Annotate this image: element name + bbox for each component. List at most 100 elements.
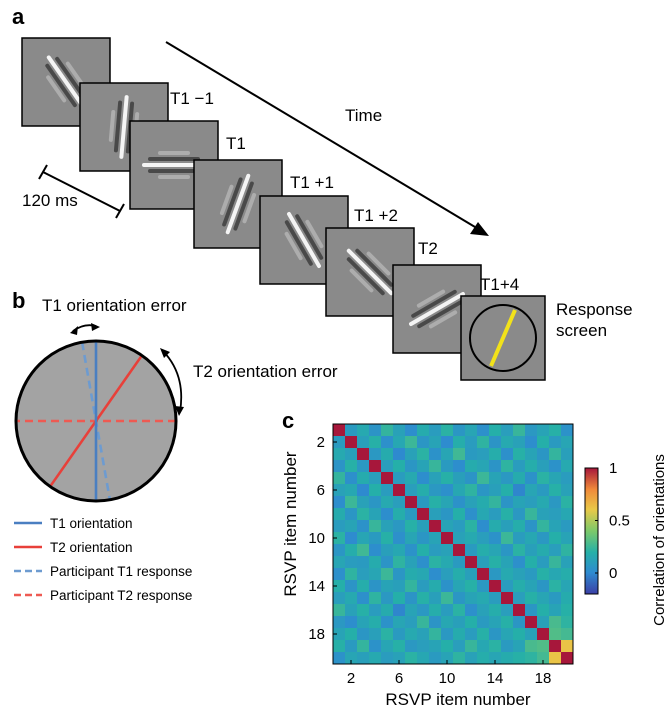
- heatmap-cell: [405, 652, 418, 665]
- y-tick-label: 10: [308, 530, 325, 547]
- heatmap-cell: [441, 484, 454, 497]
- heatmap-cell: [549, 460, 562, 473]
- heatmap-cell: [477, 544, 490, 557]
- heatmap-cell: [333, 592, 346, 605]
- frame-label-t1: T1: [226, 134, 246, 153]
- t1-error-arrowhead-left: [70, 326, 78, 335]
- heatmap-cell: [369, 580, 382, 593]
- heatmap-cell: [489, 520, 502, 533]
- heatmap-cell: [513, 472, 526, 485]
- heatmap-cell: [393, 424, 406, 437]
- response-label: Response: [556, 300, 633, 319]
- heatmap-cell: [525, 580, 538, 593]
- heatmap-cell: [381, 592, 394, 605]
- heatmap-cell: [333, 520, 346, 533]
- heatmap-cell: [441, 436, 454, 449]
- heatmap-cell: [465, 532, 478, 545]
- heatmap-cell: [345, 568, 358, 581]
- heatmap-cell: [537, 640, 550, 653]
- heatmap-cell: [561, 568, 574, 581]
- heatmap-cell: [477, 496, 490, 509]
- heatmap-cell: [417, 544, 430, 557]
- heatmap-cell: [441, 424, 454, 437]
- heatmap-cell: [369, 472, 382, 485]
- heatmap-cell: [549, 544, 562, 557]
- heatmap-cell: [441, 496, 454, 509]
- heatmap-cell: [405, 640, 418, 653]
- y-tick-label: 18: [308, 626, 325, 643]
- heatmap-cell: [477, 508, 490, 521]
- heatmap-cell: [549, 484, 562, 497]
- heatmap-cell: [489, 484, 502, 497]
- heatmap-cell: [549, 556, 562, 569]
- disc-outline: [14, 339, 178, 503]
- heatmap-cell: [489, 472, 502, 485]
- duration-bracket: [42, 171, 121, 212]
- heatmap-cell: [501, 472, 514, 485]
- heatmap-cell: [429, 592, 442, 605]
- heatmap-cell: [381, 640, 394, 653]
- heatmap-cell: [525, 484, 538, 497]
- heatmap-cell: [525, 436, 538, 449]
- heatmap-cell: [417, 640, 430, 653]
- heatmap-cell: [489, 616, 502, 629]
- heatmap-cell: [333, 424, 346, 437]
- heatmap-cell: [537, 424, 550, 437]
- heatmap-cell: [537, 472, 550, 485]
- heatmap-cell: [537, 544, 550, 557]
- heatmap-cell: [381, 448, 394, 461]
- heatmap-cell: [453, 556, 466, 569]
- heatmap-cell: [393, 604, 406, 617]
- heatmap-cell: [465, 460, 478, 473]
- heatmap-cell: [525, 508, 538, 521]
- heatmap-cell: [525, 532, 538, 545]
- heatmap-cell: [441, 640, 454, 653]
- heatmap-cell: [489, 580, 502, 593]
- heatmap-cell: [369, 496, 382, 509]
- heatmap-cell: [405, 472, 418, 485]
- heatmap-cell: [501, 436, 514, 449]
- heatmap-cell: [405, 532, 418, 545]
- heatmap-cell: [501, 568, 514, 581]
- heatmap-cell: [357, 436, 370, 449]
- heatmap-cell: [465, 640, 478, 653]
- heatmap-cell: [501, 484, 514, 497]
- heatmap-cell: [417, 484, 430, 497]
- heatmap-cell: [465, 484, 478, 497]
- heatmap-cell: [513, 640, 526, 653]
- heatmap-cell: [357, 460, 370, 473]
- heatmap-cell: [501, 580, 514, 593]
- heatmap-cell: [369, 616, 382, 629]
- heatmap-cell: [357, 580, 370, 593]
- heatmap-cell: [465, 592, 478, 605]
- heatmap-cell: [429, 496, 442, 509]
- heatmap-cell: [345, 592, 358, 605]
- heatmap-cell: [549, 496, 562, 509]
- heatmap-cell: [333, 616, 346, 629]
- heatmap-cell: [357, 544, 370, 557]
- heatmap-cell: [513, 532, 526, 545]
- heatmap-cell: [525, 520, 538, 533]
- heatmap-cell: [393, 544, 406, 557]
- heatmap-cell: [393, 496, 406, 509]
- heatmap-cell: [441, 568, 454, 581]
- panel-a-letter: a: [12, 4, 25, 29]
- heatmap-cell: [381, 580, 394, 593]
- heatmap-cell: [537, 484, 550, 497]
- heatmap-cell: [513, 592, 526, 605]
- heatmap-cell: [417, 436, 430, 449]
- correlation-heatmap: 2 6 10 14 18 2 6 10 14 18: [308, 423, 574, 687]
- heatmap-cell: [357, 472, 370, 485]
- heatmap-cell: [513, 424, 526, 437]
- heatmap-cell: [441, 460, 454, 473]
- heatmap-cell: [465, 496, 478, 509]
- heatmap-cell: [489, 640, 502, 653]
- heatmap-cell: [525, 496, 538, 509]
- heatmap-cell: [333, 508, 346, 521]
- heatmap-cell: [393, 592, 406, 605]
- heatmap-cell: [405, 520, 418, 533]
- heatmap-cell: [441, 616, 454, 629]
- heatmap-cell: [417, 616, 430, 629]
- heatmap-cell: [489, 532, 502, 545]
